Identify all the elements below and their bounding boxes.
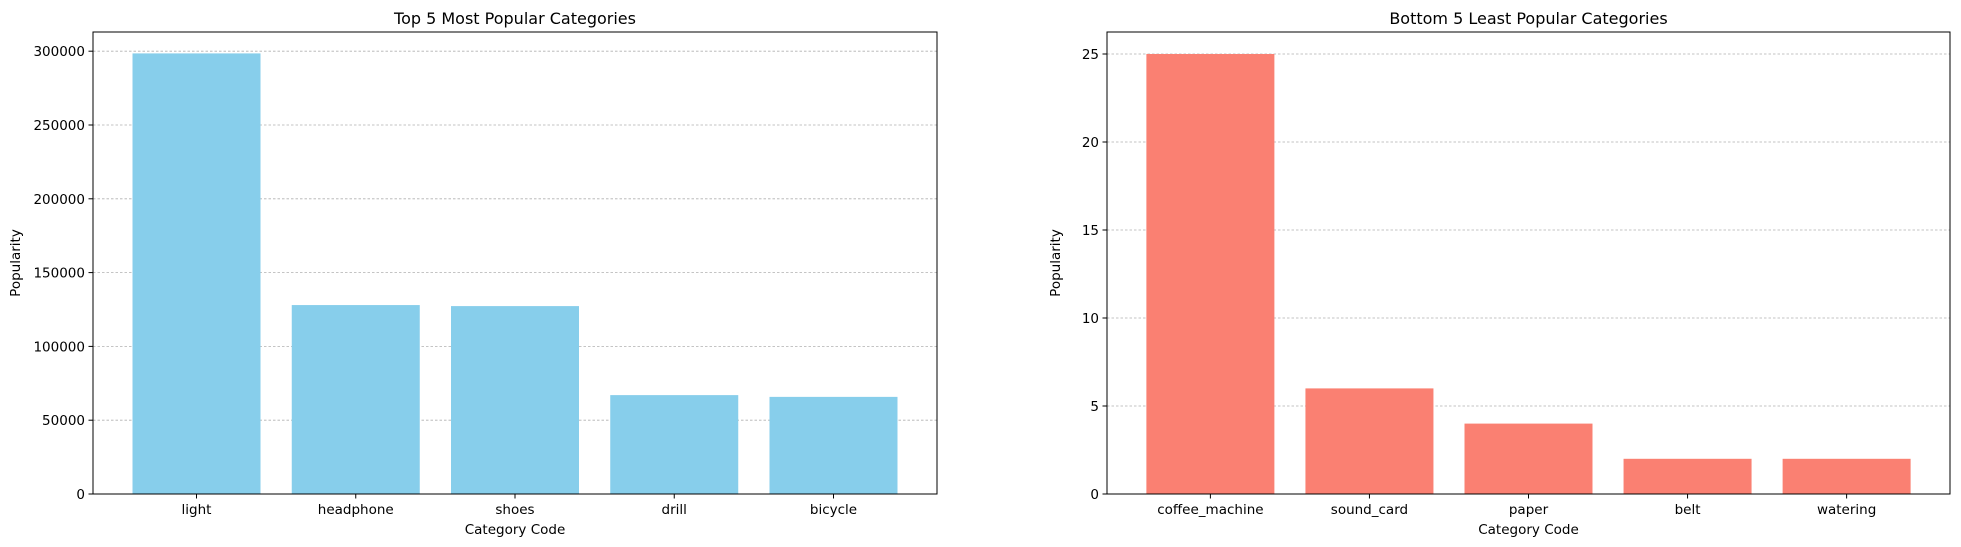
bar-sound-card (1305, 388, 1434, 494)
x-tick-label: belt (1675, 502, 1701, 518)
y-tick-label: 25 (1082, 47, 1099, 63)
bar-light (132, 53, 261, 494)
x-tick-label: paper (1509, 502, 1549, 518)
bar-shoes (451, 306, 579, 494)
y-axis-label: Popularity (1048, 229, 1064, 297)
y-tick-label: 50000 (42, 413, 85, 429)
x-tick-label: sound_card (1331, 502, 1408, 518)
y-tick-label: 100000 (33, 339, 85, 355)
y-tick-label: 250000 (33, 118, 85, 134)
chart-title: Bottom 5 Least Popular Categories (1389, 9, 1667, 28)
y-tick-label: 200000 (33, 192, 85, 208)
bar-paper (1464, 423, 1593, 494)
y-tick-label: 20 (1082, 135, 1099, 151)
x-tick-label: watering (1817, 502, 1876, 518)
x-tick-label: coffee_machine (1157, 502, 1263, 518)
bar-watering (1782, 458, 1911, 494)
x-axis-label: Category Code (1478, 522, 1579, 538)
y-tick-label: 0 (1090, 487, 1099, 503)
y-tick-label: 15 (1082, 223, 1099, 239)
bar-drill (610, 395, 739, 494)
bar-coffee-machine (1146, 54, 1275, 494)
bar-belt (1623, 458, 1752, 494)
x-axis-label: Category Code (465, 522, 566, 538)
x-tick-label: drill (662, 502, 687, 518)
y-axis-label: Popularity (8, 229, 24, 297)
y-tick-label: 10 (1082, 311, 1099, 327)
y-tick-label: 150000 (33, 266, 85, 282)
y-tick-label: 300000 (33, 44, 85, 60)
bar-bicycle (769, 396, 898, 494)
x-tick-label: shoes (495, 502, 534, 518)
bar-headphone (291, 305, 420, 494)
y-tick-label: 0 (76, 487, 85, 503)
y-tick-label: 5 (1090, 399, 1099, 415)
x-tick-label: headphone (318, 502, 394, 518)
bottom-categories-chart: 0 5 10 15 20 25 coffee_machine sound_card paper b… (1048, 9, 1951, 538)
chart-title: Top 5 Most Popular Categories (393, 9, 636, 28)
top-categories-chart: 0 50000 100000 150000 200000 250000 300000 ligh… (8, 9, 938, 538)
x-tick-label: bicycle (810, 502, 857, 518)
x-tick-label: light (182, 502, 212, 518)
